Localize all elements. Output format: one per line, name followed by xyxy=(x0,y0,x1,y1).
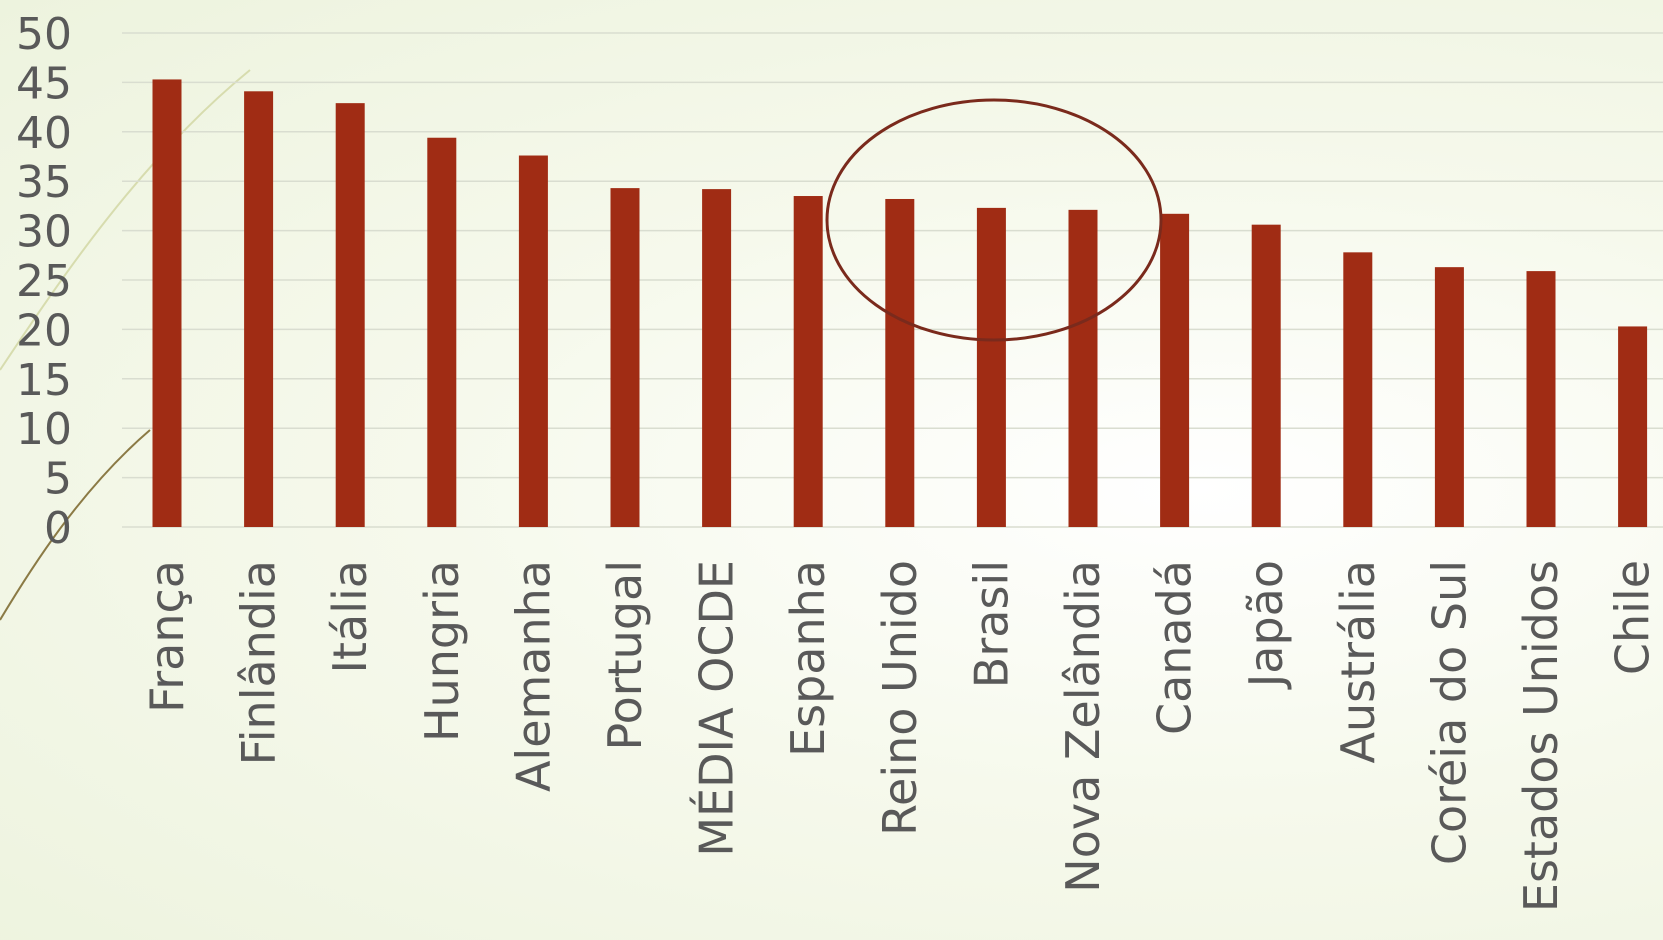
x-tick-label: Espanha xyxy=(781,560,835,757)
bar-fran-a xyxy=(152,79,182,527)
x-tick-label: Nova Zelândia xyxy=(1056,560,1110,893)
bar-estados-unidos xyxy=(1526,271,1556,527)
bar-hungria xyxy=(427,137,457,527)
x-tick-label: França xyxy=(140,560,194,713)
decorative-curve xyxy=(0,429,151,621)
y-tick-label: 30 xyxy=(16,207,72,258)
x-tick-label: Japão xyxy=(1239,560,1293,690)
y-tick-label: 50 xyxy=(16,9,72,60)
y-tick-label: 0 xyxy=(44,503,72,554)
x-tick-label: Reino Unido xyxy=(873,560,927,836)
x-tick-label: Coréia do Sul xyxy=(1422,560,1476,865)
bar-brasil xyxy=(976,207,1006,527)
highlight-ellipse xyxy=(825,98,1163,342)
bar-portugal xyxy=(610,188,640,527)
bar-m-dia-ocde xyxy=(702,189,732,527)
bar-canad- xyxy=(1160,213,1190,527)
x-tick-label: Hungria xyxy=(415,560,469,742)
x-tick-label: Austrália xyxy=(1331,560,1385,763)
y-tick-label: 25 xyxy=(16,256,72,307)
x-axis-labels: França Finlândia Itália Hungria Alemanha Port… xyxy=(140,560,1660,912)
x-tick-label: Chile xyxy=(1606,560,1660,675)
y-tick-label: 5 xyxy=(44,454,72,505)
bar-it-lia xyxy=(335,103,365,527)
bars xyxy=(152,79,1648,528)
y-tick-label: 15 xyxy=(16,355,72,406)
y-tick-label: 40 xyxy=(16,108,72,159)
bar-nova-zel-ndia xyxy=(1068,209,1098,528)
decorative-curve-light xyxy=(0,69,251,371)
bar-finl-ndia xyxy=(244,91,274,528)
bar-chile xyxy=(1618,326,1648,527)
x-tick-label: Finlândia xyxy=(232,560,286,765)
bar-alemanha xyxy=(518,155,548,527)
x-tick-label: Portugal xyxy=(598,560,652,751)
bar-austr-lia xyxy=(1343,252,1373,527)
y-tick-label: 35 xyxy=(16,157,72,208)
y-tick-label: 20 xyxy=(16,305,72,356)
x-tick-label: MÉDIA OCDE xyxy=(690,560,744,857)
bar-cor-ia-do-sul xyxy=(1434,267,1464,527)
y-tick-label: 45 xyxy=(16,58,72,109)
x-tick-label: Alemanha xyxy=(506,560,560,792)
x-tick-label: Itália xyxy=(323,560,377,674)
bar-reino-unido xyxy=(885,198,915,527)
x-tick-label: Brasil xyxy=(964,560,1018,688)
x-tick-label: Canadá xyxy=(1148,560,1202,735)
bar-jap-o xyxy=(1251,224,1281,527)
x-tick-label: Estados Unidos xyxy=(1514,560,1568,912)
bar-espanha xyxy=(793,196,823,527)
y-tick-label: 10 xyxy=(16,404,72,455)
